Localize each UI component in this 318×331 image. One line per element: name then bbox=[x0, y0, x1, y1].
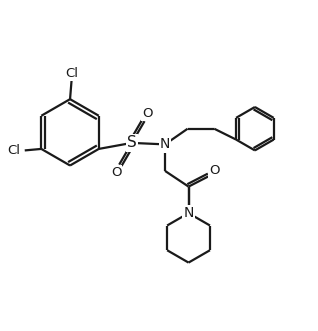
Text: Cl: Cl bbox=[8, 144, 21, 157]
Text: N: N bbox=[183, 206, 194, 220]
Text: N: N bbox=[160, 137, 170, 151]
Text: N: N bbox=[183, 206, 194, 220]
Text: O: O bbox=[142, 107, 153, 120]
Text: S: S bbox=[127, 135, 137, 150]
Text: Cl: Cl bbox=[65, 67, 78, 80]
Text: O: O bbox=[111, 166, 121, 179]
Text: O: O bbox=[209, 164, 220, 177]
